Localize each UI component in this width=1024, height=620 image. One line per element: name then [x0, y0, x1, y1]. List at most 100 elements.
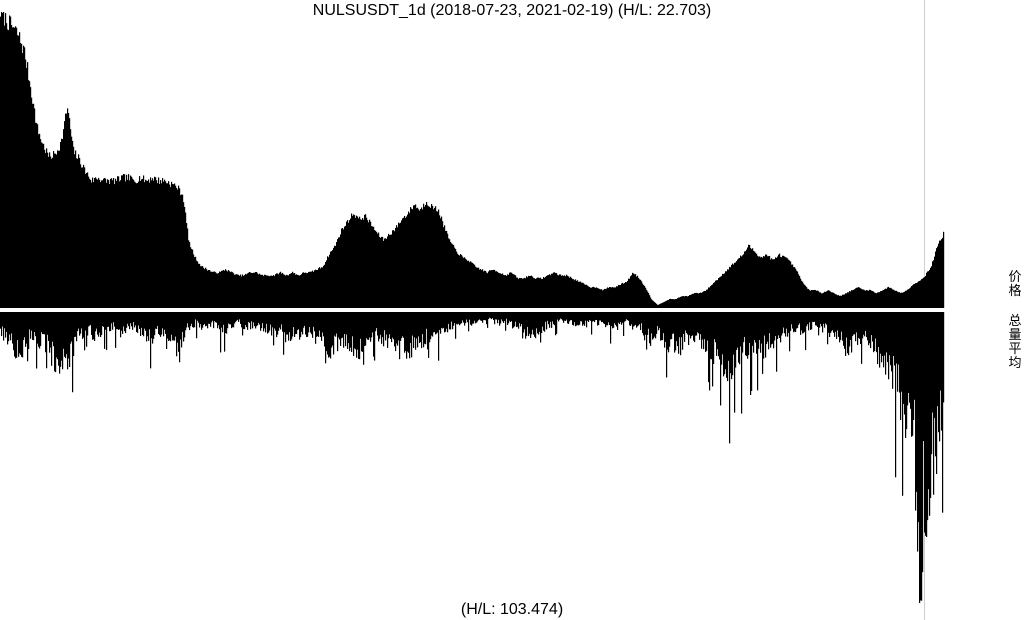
price-bar — [629, 278, 631, 308]
volume-bar — [547, 312, 549, 321]
volume-bar — [350, 312, 352, 348]
volume-bar — [647, 312, 649, 335]
price-bar — [263, 276, 265, 308]
volume-bar — [708, 312, 710, 383]
volume-bar — [689, 312, 691, 336]
price-bar — [530, 275, 532, 308]
price-bar — [481, 270, 483, 308]
volume-bar — [164, 312, 166, 330]
volume-bar — [488, 312, 490, 320]
volume-bar — [470, 312, 472, 325]
volume-bar — [48, 312, 50, 341]
price-bar — [615, 287, 617, 308]
volume-bar — [98, 312, 100, 337]
volume-bar — [282, 312, 284, 332]
volume-bar — [50, 312, 52, 348]
price-bar — [353, 214, 355, 308]
volume-bar — [777, 312, 779, 339]
volume-bar — [450, 312, 452, 330]
volume-bar — [97, 312, 99, 335]
price-bar — [633, 273, 635, 308]
price-bar — [178, 185, 180, 308]
price-bar — [908, 289, 910, 308]
volume-bar — [892, 312, 894, 389]
volume-bar — [533, 312, 535, 335]
price-bar — [910, 287, 912, 308]
volume-bar — [120, 312, 122, 338]
volume-bar — [706, 312, 708, 351]
price-bar — [333, 247, 335, 308]
volume-bar — [191, 312, 193, 324]
price-bar — [796, 270, 798, 308]
volume-bar — [768, 312, 770, 350]
price-bar — [769, 255, 771, 308]
volume-bar — [692, 312, 694, 336]
volume-bar — [299, 312, 301, 340]
volume-bar — [605, 312, 607, 328]
volume-bar — [157, 312, 159, 326]
volume-bar — [760, 312, 762, 353]
volume-bar — [920, 312, 922, 601]
volume-bar — [215, 312, 217, 323]
price-bar — [348, 222, 350, 308]
price-bar — [773, 259, 775, 308]
volume-bar — [644, 312, 646, 341]
volume-bar — [269, 312, 271, 331]
price-bar — [762, 257, 764, 308]
price-bar — [800, 278, 802, 308]
volume-bar — [133, 312, 135, 323]
volume-bar — [543, 312, 545, 331]
volume-bar — [573, 312, 575, 326]
price-bar — [406, 216, 408, 308]
price-bar — [309, 271, 311, 308]
volume-bar — [761, 312, 763, 344]
volume-bar — [493, 312, 495, 321]
volume-bar — [686, 312, 688, 334]
volume-bar — [284, 312, 286, 333]
price-bar — [673, 299, 675, 308]
price-bar — [546, 275, 548, 308]
volume-bar — [431, 312, 433, 336]
price-bar — [613, 287, 615, 308]
price-bar — [834, 293, 836, 308]
price-bar — [691, 294, 693, 308]
price-bar — [515, 275, 517, 308]
price-bar — [198, 263, 200, 308]
volume-bar — [9, 312, 11, 335]
price-bar — [938, 243, 940, 308]
price-bar — [179, 188, 181, 308]
price-bar — [360, 219, 362, 308]
price-bar — [649, 295, 651, 308]
volume-bar — [278, 312, 280, 331]
volume-bar — [865, 312, 867, 331]
volume-bar — [256, 312, 258, 327]
price-bar — [237, 274, 239, 308]
price-bar — [627, 280, 629, 308]
volume-bar — [376, 312, 378, 329]
volume-bar — [744, 312, 746, 337]
price-bar — [323, 265, 325, 308]
volume-bar — [705, 312, 707, 352]
volume-bar — [568, 312, 570, 324]
price-bar — [913, 284, 915, 308]
price-bar — [394, 231, 396, 308]
volume-bar — [733, 312, 735, 355]
volume-bar — [250, 312, 252, 330]
price-bar — [774, 259, 776, 308]
price-bar — [259, 273, 261, 308]
volume-bar — [227, 312, 229, 329]
volume-bar — [903, 312, 905, 405]
price-bar — [128, 174, 130, 308]
price-bar — [618, 284, 620, 308]
price-bar — [478, 267, 480, 308]
volume-bar — [150, 312, 152, 369]
price-bar — [161, 183, 163, 308]
price-bar — [745, 251, 747, 308]
price-bar — [42, 143, 44, 308]
volume-bar — [415, 312, 417, 350]
price-bar — [502, 273, 504, 308]
volume-bar — [274, 312, 276, 329]
volume-bar — [555, 312, 557, 336]
price-bar — [84, 167, 86, 308]
price-bar — [297, 274, 299, 308]
